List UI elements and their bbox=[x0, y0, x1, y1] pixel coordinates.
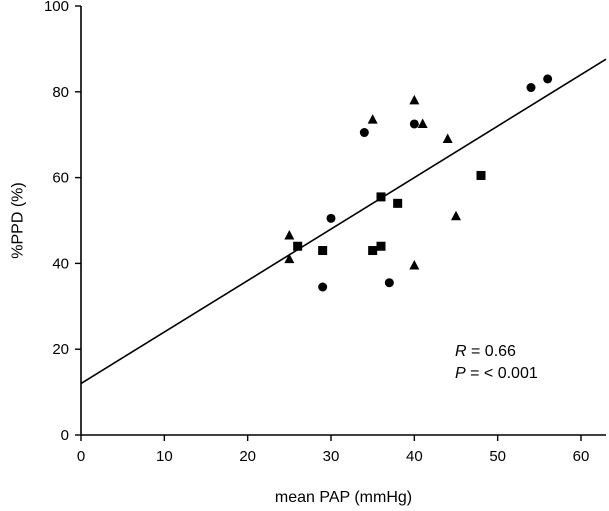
circle-point bbox=[326, 213, 336, 223]
p-value: = < 0.001 bbox=[466, 365, 538, 382]
x-tick-label: 0 bbox=[77, 448, 85, 465]
x-tick-label: 50 bbox=[489, 448, 506, 465]
square-point bbox=[376, 241, 386, 251]
r-label: R bbox=[455, 343, 467, 360]
square-point bbox=[376, 192, 386, 202]
y-axis-title: %PPD (%) bbox=[10, 182, 27, 258]
y-tick-label: 20 bbox=[52, 341, 69, 358]
circle-point bbox=[359, 128, 369, 138]
triangle-point bbox=[442, 133, 453, 143]
triangle-point bbox=[409, 260, 420, 270]
y-tick-label: 40 bbox=[52, 255, 69, 272]
x-tick-label: 20 bbox=[239, 448, 256, 465]
triangle-point bbox=[367, 114, 378, 124]
regression-line bbox=[80, 58, 607, 385]
data-points bbox=[284, 74, 553, 292]
axes bbox=[80, 6, 606, 436]
y-tick-label: 100 bbox=[44, 0, 69, 15]
square-point bbox=[318, 246, 328, 256]
circle-point bbox=[543, 74, 553, 84]
triangle-point bbox=[451, 210, 461, 221]
r-value: = 0.66 bbox=[467, 343, 516, 360]
x-tick-label: 30 bbox=[323, 448, 340, 465]
x-tick-label: 10 bbox=[156, 448, 173, 465]
p-value-annotation: P = < 0.001 bbox=[455, 365, 538, 382]
circle-point bbox=[409, 119, 419, 129]
triangle-point bbox=[284, 253, 295, 264]
square-point bbox=[293, 241, 303, 251]
correlation-annotation: R = 0.66 bbox=[455, 343, 516, 360]
triangle-point bbox=[409, 94, 420, 105]
triangle-point bbox=[417, 118, 428, 128]
y-tick-label: 60 bbox=[52, 170, 69, 187]
triangle-point bbox=[284, 230, 295, 240]
circle-point bbox=[384, 278, 394, 288]
circle-point bbox=[318, 282, 328, 292]
circle-point bbox=[526, 83, 536, 93]
x-tick-label: 40 bbox=[406, 448, 423, 465]
ticks: 0 10 20 30 40 50 60 0 20 40 60 80 100 bbox=[44, 0, 589, 465]
y-tick-label: 0 bbox=[61, 427, 69, 444]
p-label: P bbox=[455, 365, 466, 382]
square-point bbox=[368, 246, 378, 256]
x-tick-label: 60 bbox=[573, 448, 590, 465]
square-point bbox=[476, 170, 486, 180]
y-tick-label: 80 bbox=[52, 84, 69, 101]
square-point bbox=[393, 198, 403, 208]
x-axis-title: mean PAP (mmHg) bbox=[275, 489, 412, 506]
